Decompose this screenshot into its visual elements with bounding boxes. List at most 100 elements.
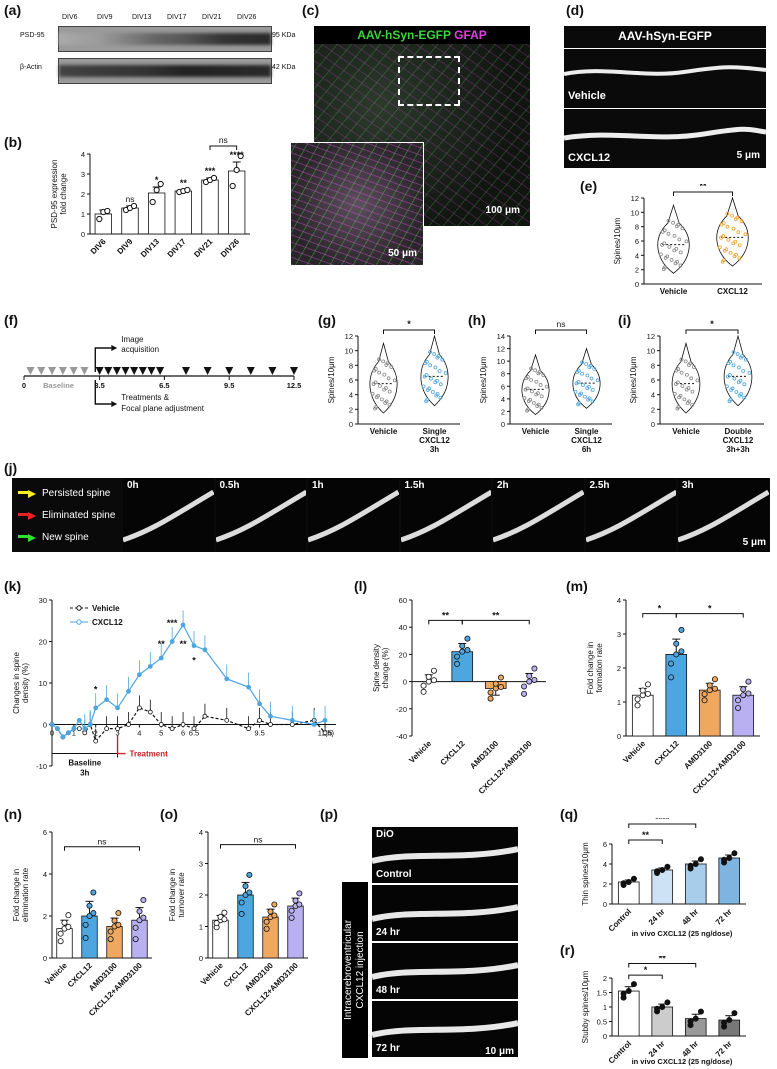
chart-m-point [745,690,752,697]
chart-g-point [424,373,429,377]
p-side-label: Intracerebroventricular CXCL12 injection [342,882,368,1058]
chart-l-ylabel: change (%) [381,647,390,688]
chart-i-point [692,365,696,369]
chart-l-point [454,660,461,667]
chart-l-point [420,688,427,695]
chart-b-category-label: DIV17 [166,237,188,259]
dendrite [215,489,306,543]
chart-m-point [668,674,675,681]
panel-label-q: (q) [560,806,578,822]
chart-k-point [115,726,120,732]
chart-m-ytick-label: 1 [617,698,621,707]
chart-b-point [210,174,218,182]
chart-i-point [731,350,736,354]
chart-l-point [531,676,538,683]
chart-e-bracket [673,191,733,196]
chart-l-point [497,684,504,691]
wb-lane-label: DIV9 [97,14,113,21]
chart-m-point [639,687,646,694]
chart-h-point [581,383,585,388]
chart-g-point [427,386,432,391]
chart-k-ytick-label: 30 [39,596,47,605]
chart-h-point [536,391,540,396]
chart-e-point [726,237,731,242]
chart-g-point [440,357,445,362]
chart-b-point [184,186,191,194]
chart-l-bracket [461,619,530,625]
chart-k-point [82,730,88,736]
j-frame-time: 2h [497,480,509,491]
chart-m-ytick-label: 2 [617,664,621,673]
legend-marker-vehicle [76,605,82,611]
chart-h-point [531,400,536,405]
chart-h-category-label: 6h [582,445,591,454]
chart-g-sig: * [407,319,411,329]
chart-l-category-label: Vehicle [407,739,433,765]
chart-k-xlabel: (h) [325,729,335,738]
chart-h-point [576,368,581,373]
chart-e-point [669,258,674,262]
chart-k-point [49,722,55,727]
chart-k-point [191,726,197,732]
arrow-icon [28,511,36,520]
chart-e-point [684,239,689,244]
chart-o-point [267,908,274,915]
chart-i-point [731,363,736,368]
chart-r-point [731,1010,738,1017]
chart-m-bar [698,689,721,737]
chart-r-point [721,1019,728,1026]
chart-h-point [577,401,581,406]
dendrite-drawing [678,489,769,543]
chart-k-ytick-label: -10 [36,762,47,771]
chart-e-point [675,260,680,264]
chart-e-violin [716,196,749,267]
chart-i-category-label: CXCL12 [723,436,754,445]
chart-e-point [721,234,726,239]
dendrite [308,489,399,543]
chart-e-point [667,244,672,249]
chart-b-point [149,198,156,206]
chart-k-point [311,722,317,727]
chart-m-ytick-label: 4 [617,596,621,605]
chart-e-point [666,218,671,223]
chart-m-bracket [675,613,744,618]
chart-l-point [420,682,427,689]
dendrite [678,489,769,543]
chart-n-point [140,914,147,921]
chart-b-sig: ** [180,178,188,188]
panel-label-o: (o) [160,806,178,822]
d-vehicle: Vehicle [568,90,606,102]
chart-n-point [140,897,147,904]
chart-e-violin [657,203,690,274]
dendrite [372,962,518,980]
dendrite [585,489,676,543]
chart-k-ylabel: Changes in spine [12,652,21,714]
chart-g-point [387,389,392,394]
chart-q: 0 2 4 6 Thin spines/10μm Control 24 hr 48 hr 72 … [581,818,746,938]
chart-g-ytick-label: 2 [349,405,353,414]
chart-h-point [522,396,527,400]
chart-m-point [740,686,747,693]
chart-o-sig: ns [254,835,263,845]
chart-l-point [464,635,471,642]
chart-o-point [288,907,295,914]
chart-h-category-label: Vehicle [522,427,550,436]
chart-n-ylabel: Fold change in [12,869,21,921]
imaging-marker [147,367,156,375]
chart-g-ytick-label: 0 [349,420,353,429]
dendrite-drawing [215,489,306,543]
chart-q-ytick-label: 0 [603,900,607,909]
legend-marker-cxcl12 [76,619,82,625]
chart-b-category-label: DIV6 [89,237,108,256]
chart-q-ytick-label: 6 [603,840,607,849]
d-cxcl12: CXCL12 [568,152,611,164]
chart-n-point [61,919,68,926]
chart-g-point [373,367,378,371]
chart-m-sig: * [708,604,712,614]
chart-i-point [690,389,695,394]
chart-g-point [435,392,440,396]
wb-lane-label: DIV17 [167,14,187,21]
chart-k-point [93,738,99,744]
acq-label-1: Image [121,335,144,344]
chart-m-point [711,685,718,692]
